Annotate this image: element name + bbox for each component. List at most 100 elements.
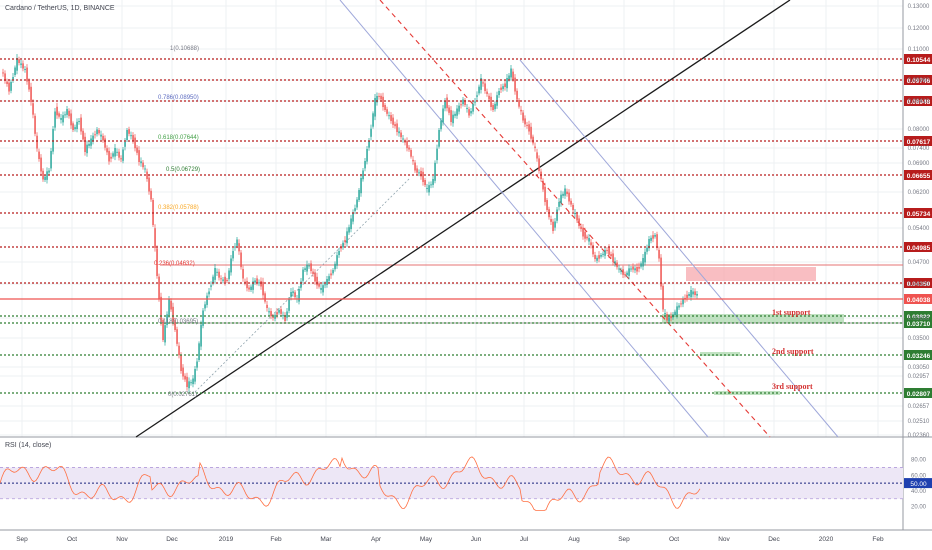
candle-body	[482, 82, 484, 84]
candle-body	[192, 378, 194, 385]
candle-body	[618, 268, 620, 270]
candle-body	[666, 314, 668, 321]
candle-body	[324, 284, 326, 286]
candle-body	[568, 192, 570, 202]
candle-body	[82, 130, 84, 140]
price-level-label-8: 0.04038	[907, 297, 931, 304]
candle-body	[396, 123, 398, 132]
candle-body	[490, 96, 492, 107]
candle-body	[268, 311, 270, 313]
candle-body	[230, 258, 232, 273]
candle-body	[544, 186, 546, 202]
candle-body	[592, 245, 594, 255]
candle-body	[398, 131, 400, 134]
candle-body	[564, 188, 566, 196]
candle-body	[524, 118, 526, 125]
candle-body	[4, 73, 6, 81]
candle-body	[84, 136, 86, 152]
candle-body	[168, 299, 170, 315]
fib-label-2: 0.618(0.07644)	[158, 135, 199, 141]
candle-body	[100, 134, 102, 137]
x-tick-label: Nov	[718, 536, 730, 543]
candle-body	[106, 148, 108, 153]
candle-body	[150, 190, 152, 200]
candle-body	[116, 151, 118, 153]
rsi-band	[0, 467, 903, 499]
candle-body	[46, 171, 48, 180]
candle-body	[66, 109, 68, 115]
candle-body	[382, 96, 384, 107]
candle-body	[562, 193, 564, 196]
candle-body	[256, 278, 258, 283]
candle-body	[226, 280, 228, 281]
candle-body	[266, 304, 268, 308]
candle-body	[440, 120, 442, 130]
candle-body	[608, 247, 610, 255]
candle-body	[148, 177, 150, 192]
fib-labels: 1(0.10688) 0.786(0.08950) 0.618(0.07644) 0.…	[154, 46, 200, 398]
annotations: 1st support 2nd support 3rd support	[772, 308, 814, 391]
channel-upper-line	[519, 59, 839, 438]
y-tick-label: 0.03500	[908, 336, 930, 342]
candle-body	[206, 295, 208, 305]
candle-body	[8, 82, 10, 92]
candle-body	[348, 227, 350, 233]
candle-body	[422, 171, 424, 182]
candle-body	[284, 315, 286, 321]
candle-body	[264, 293, 266, 302]
candle-body	[554, 221, 556, 228]
candle-body	[20, 63, 22, 65]
candle-body	[412, 159, 414, 162]
candle-body	[306, 264, 308, 272]
candle-body	[212, 276, 214, 284]
candle-body	[508, 75, 510, 80]
candle-body	[132, 135, 134, 141]
candle-body	[346, 231, 348, 244]
candle-body	[28, 80, 30, 90]
x-tick-label: Apr	[371, 536, 382, 543]
candle-body	[248, 287, 250, 290]
candle-body	[48, 170, 50, 173]
x-tick-label: Feb	[270, 536, 282, 543]
price-axis: 0.13000 0.12000 0.11000 0.09960 0.09410 0.080…	[908, 4, 930, 439]
candle-body	[368, 141, 370, 148]
rsi-tick-label: 20.00	[911, 505, 927, 511]
candle-body	[334, 263, 336, 270]
candle-body	[290, 292, 292, 297]
candle-body	[688, 294, 690, 296]
x-tick-label: Oct	[669, 536, 679, 543]
candle-body	[674, 311, 676, 315]
candle-body	[358, 190, 360, 200]
candle-body	[676, 306, 678, 315]
candle-body	[26, 67, 28, 82]
candle-body	[288, 299, 290, 311]
candle-body	[378, 95, 380, 97]
candle-body	[68, 110, 70, 117]
candle-body	[408, 147, 410, 150]
candle-body	[220, 278, 222, 280]
x-tick-label: 2019	[219, 536, 234, 543]
chart-title: Cardano / TetherUS, 1D, BINANCE	[5, 5, 115, 12]
candle-body	[74, 127, 76, 130]
candle-body	[486, 91, 488, 94]
price-level-label-2: 0.08948	[907, 99, 931, 106]
candle-body	[214, 268, 216, 280]
candle-body	[172, 306, 174, 322]
candle-body	[680, 303, 682, 305]
candle-body	[6, 81, 8, 84]
candle-body	[178, 345, 180, 356]
x-tick-label: Nov	[116, 536, 128, 543]
candle-body	[174, 320, 176, 330]
channel-lower-line	[339, 0, 709, 438]
candle-body	[130, 135, 132, 137]
candle-body	[546, 200, 548, 210]
candle-body	[52, 129, 54, 152]
candle-body	[188, 381, 190, 389]
candle-body	[102, 135, 104, 141]
candle-body	[612, 253, 614, 262]
candle-body	[50, 151, 52, 169]
candle-body	[336, 255, 338, 266]
candle-body	[236, 239, 238, 246]
candle-body	[642, 258, 644, 267]
